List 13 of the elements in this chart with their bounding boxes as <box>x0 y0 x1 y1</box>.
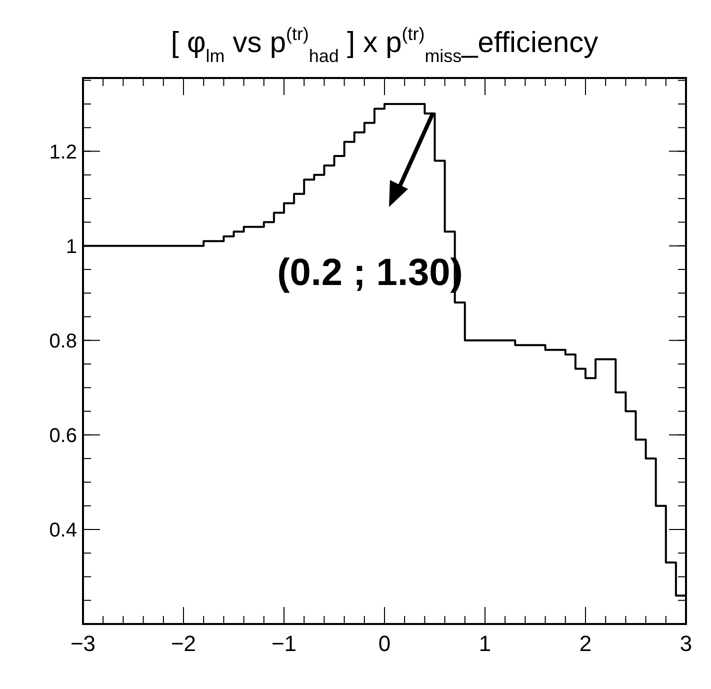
y-tick-label: 0.8 <box>49 330 77 352</box>
y-tick-label: 1 <box>66 236 77 258</box>
y-tick-label: 1.2 <box>49 141 77 164</box>
chart-title: [ φ$_{lm}$ vs p$^{(tr)}$$_{had}$ ] x p$^{(tr)}$$_{miss}$_efficiency <box>170 24 598 66</box>
y-tick-label: 0.4 <box>49 519 77 542</box>
x-tick-label: −2 <box>170 631 196 656</box>
x-tick-label: 0 <box>378 631 391 656</box>
y-tick-label: 0.6 <box>49 424 77 447</box>
x-tick-label: 2 <box>579 631 592 656</box>
x-tick-label: −3 <box>70 631 96 656</box>
x-tick-label: 1 <box>478 631 492 656</box>
x-tick-label: −1 <box>271 631 297 656</box>
x-tick-label: 3 <box>680 631 692 656</box>
